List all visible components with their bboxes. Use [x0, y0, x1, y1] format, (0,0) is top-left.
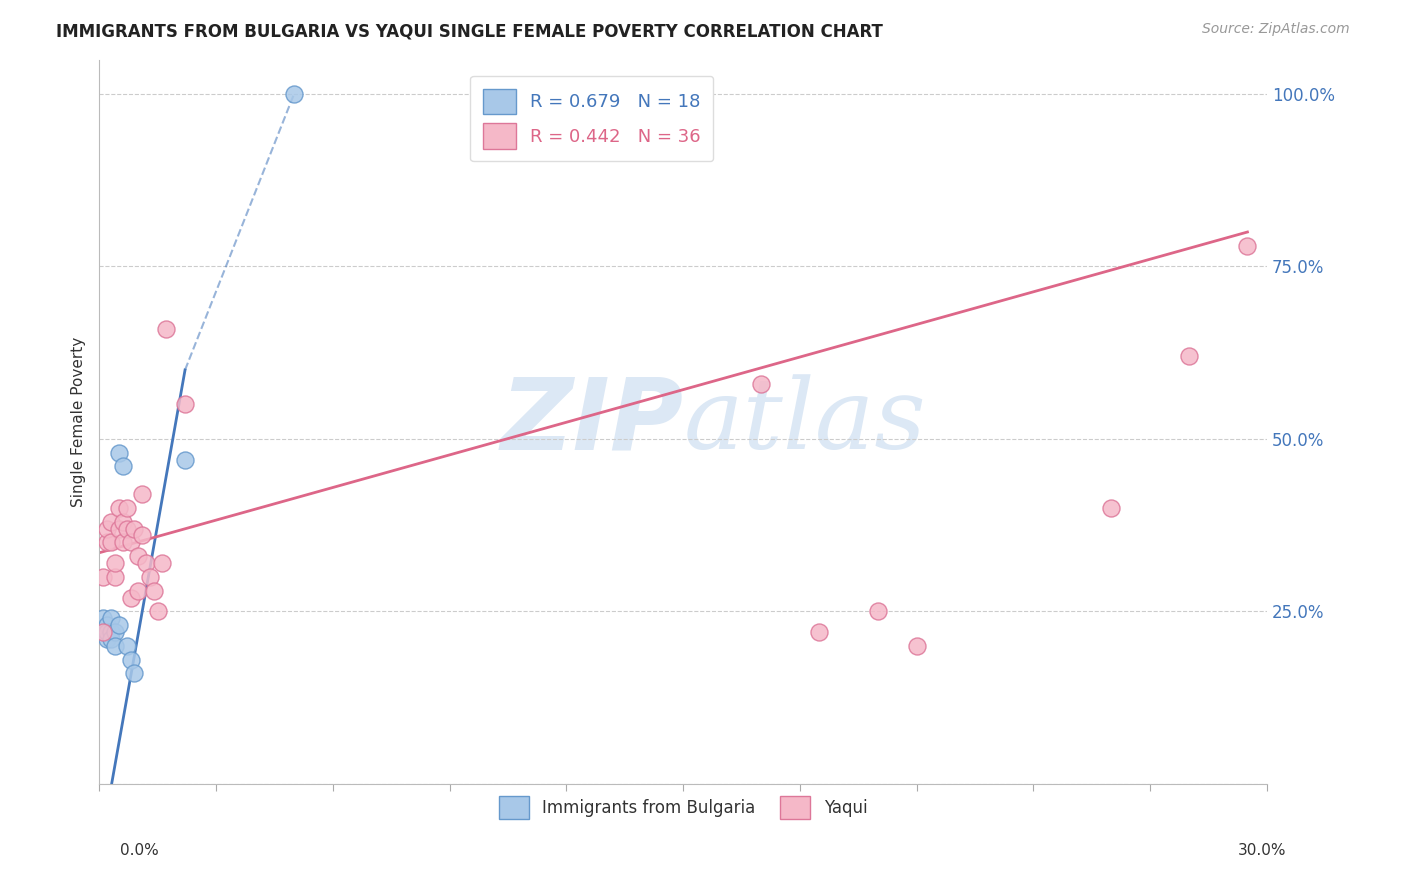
- Text: IMMIGRANTS FROM BULGARIA VS YAQUI SINGLE FEMALE POVERTY CORRELATION CHART: IMMIGRANTS FROM BULGARIA VS YAQUI SINGLE…: [56, 22, 883, 40]
- Point: [124, 522, 146, 536]
- Point: [100, 611, 122, 625]
- Point: [1178, 349, 1201, 363]
- Point: [905, 639, 928, 653]
- Point: [100, 625, 122, 640]
- Point: [108, 618, 131, 632]
- Point: [749, 376, 772, 391]
- Point: [91, 625, 114, 640]
- Point: [96, 632, 118, 646]
- Point: [111, 459, 134, 474]
- Text: 0.0%: 0.0%: [120, 843, 159, 858]
- Point: [100, 535, 122, 549]
- Point: [155, 321, 177, 335]
- Point: [104, 556, 127, 570]
- Point: [150, 556, 173, 570]
- Point: [146, 604, 169, 618]
- Point: [100, 515, 122, 529]
- Point: [108, 446, 131, 460]
- Point: [100, 632, 122, 646]
- Point: [120, 535, 142, 549]
- Point: [96, 625, 118, 640]
- Point: [96, 522, 118, 536]
- Point: [131, 487, 153, 501]
- Point: [108, 522, 131, 536]
- Point: [174, 397, 197, 411]
- Point: [808, 625, 831, 640]
- Point: [91, 625, 114, 640]
- Point: [124, 666, 146, 681]
- Point: [104, 639, 127, 653]
- Text: ZIP: ZIP: [501, 373, 683, 470]
- Point: [96, 618, 118, 632]
- Point: [139, 570, 162, 584]
- Point: [672, 87, 695, 101]
- Point: [115, 500, 138, 515]
- Legend: Immigrants from Bulgaria, Yaqui: Immigrants from Bulgaria, Yaqui: [492, 789, 875, 826]
- Point: [174, 452, 197, 467]
- Point: [111, 535, 134, 549]
- Point: [1099, 500, 1122, 515]
- Point: [115, 639, 138, 653]
- Point: [91, 570, 114, 584]
- Point: [127, 583, 149, 598]
- Text: Source: ZipAtlas.com: Source: ZipAtlas.com: [1202, 22, 1350, 37]
- Point: [108, 500, 131, 515]
- Y-axis label: Single Female Poverty: Single Female Poverty: [72, 336, 86, 507]
- Point: [1236, 239, 1258, 253]
- Text: atlas: atlas: [683, 374, 927, 469]
- Point: [120, 591, 142, 605]
- Point: [104, 625, 127, 640]
- Point: [866, 604, 889, 618]
- Point: [91, 611, 114, 625]
- Point: [120, 652, 142, 666]
- Point: [135, 556, 157, 570]
- Point: [131, 528, 153, 542]
- Point: [111, 515, 134, 529]
- Point: [127, 549, 149, 563]
- Point: [283, 87, 305, 101]
- Text: 30.0%: 30.0%: [1239, 843, 1286, 858]
- Point: [104, 570, 127, 584]
- Point: [115, 522, 138, 536]
- Point: [142, 583, 165, 598]
- Point: [96, 535, 118, 549]
